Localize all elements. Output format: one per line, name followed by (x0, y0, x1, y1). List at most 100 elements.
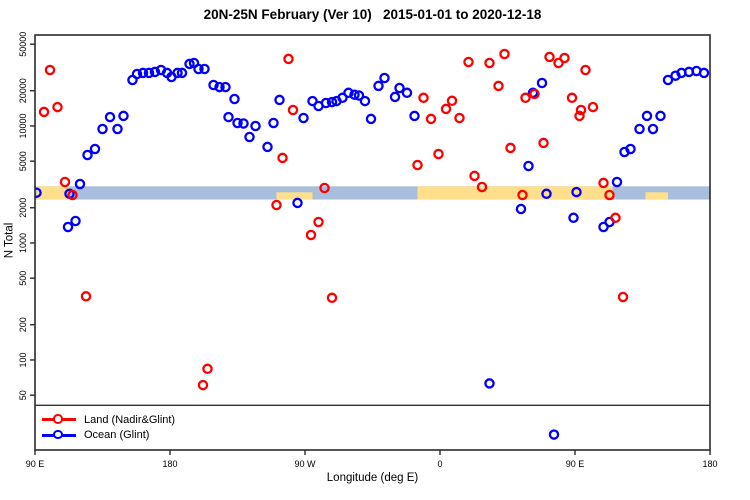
data-point-land (610, 212, 621, 224)
data-point-ocean (112, 123, 123, 135)
data-point-ocean (176, 67, 188, 79)
data-point-land (80, 291, 92, 302)
data-point-land (617, 291, 629, 303)
y-tick-label: 50 (18, 390, 28, 400)
y-tick-label: 100 (18, 352, 28, 367)
y-tick-label: 50000 (18, 32, 28, 57)
data-point-land (418, 92, 429, 104)
data-point-land (425, 113, 437, 125)
data-point-land (319, 182, 330, 194)
x-tick-label: 90 W (294, 459, 316, 469)
data-point-ocean (523, 160, 534, 172)
data-point-ocean (238, 118, 249, 129)
y-tick-label: 10000 (18, 113, 28, 138)
data-point-ocean (379, 72, 390, 84)
data-point-ocean (655, 110, 666, 122)
legend-item-ocean: Ocean (Glint) (42, 428, 175, 444)
data-point-land (559, 52, 570, 64)
data-point-land (277, 152, 288, 164)
data-point-land (433, 148, 444, 160)
data-point-ocean (373, 80, 384, 92)
data-point-ocean (274, 94, 285, 106)
data-point-ocean (326, 96, 338, 108)
data-point-land (529, 88, 540, 100)
data-point-ocean (199, 63, 210, 75)
data-point-ocean (244, 131, 255, 143)
data-point-ocean (662, 74, 674, 86)
data-point-land (538, 137, 549, 149)
band-highlight (276, 192, 313, 200)
series-ocean (34, 57, 710, 440)
data-point-ocean (118, 110, 129, 122)
y-tick-label: 2000 (18, 198, 28, 218)
data-point-land (412, 159, 423, 171)
data-point-land (271, 199, 282, 211)
data-point-ocean (104, 111, 116, 123)
data-point-land (440, 103, 452, 115)
data-point-ocean (268, 117, 279, 129)
x-axis-title: Longitude (deg E) (326, 472, 419, 484)
legend-circle-land (53, 414, 63, 424)
data-point-ocean (541, 188, 552, 200)
data-point-land (499, 48, 510, 60)
chart-title: 20N-25N February (Ver 10) 2015-01-01 to … (203, 7, 542, 22)
data-point-ocean (598, 221, 609, 233)
data-point-ocean (89, 143, 101, 155)
band-highlight (417, 186, 613, 200)
data-point-ocean (625, 143, 636, 155)
data-point-ocean (698, 67, 710, 79)
data-point-ocean (149, 66, 161, 78)
data-point-land (574, 110, 585, 122)
x-tick-label: 180 (702, 459, 717, 469)
ocean-series-symbol (42, 429, 76, 441)
y-tick-label: 500 (18, 271, 28, 286)
data-point-ocean (220, 81, 231, 93)
data-point-ocean (353, 90, 365, 101)
x-tick-label: 90 E (26, 459, 45, 469)
data-point-land (505, 142, 516, 154)
data-point-ocean (172, 67, 183, 79)
data-point-land (587, 101, 599, 113)
data-point-land (283, 53, 294, 65)
y-tick-label: 1000 (18, 233, 28, 253)
data-point-ocean (82, 149, 93, 161)
land-series-symbol (42, 414, 76, 425)
x-tick-label: 90 E (566, 459, 585, 469)
data-point-land (52, 101, 63, 113)
data-point-ocean (647, 123, 659, 135)
data-point-ocean (131, 68, 143, 80)
band-highlight (645, 192, 668, 200)
data-point-land (38, 106, 50, 118)
x-tick-label: 0 (437, 459, 442, 469)
series-land (38, 48, 629, 391)
data-point-ocean (320, 97, 332, 109)
data-point-ocean (184, 58, 195, 70)
data-point-ocean (536, 77, 548, 89)
data-point-ocean (634, 123, 645, 135)
data-point-land (67, 189, 78, 201)
data-point-land (520, 92, 531, 104)
data-point-ocean (359, 95, 371, 107)
data-point-ocean (97, 123, 108, 135)
data-point-land (326, 292, 338, 304)
data-point-ocean (571, 186, 582, 198)
data-point-ocean (223, 111, 234, 123)
legend-item-land: Land (Nadir&Glint) (42, 412, 175, 428)
data-point-ocean (349, 89, 360, 100)
data-point-ocean (193, 63, 204, 75)
plot-frame (34, 34, 711, 451)
data-point-ocean (484, 378, 495, 389)
data-point-ocean (208, 79, 219, 91)
data-point-land (598, 177, 609, 189)
data-point-ocean (74, 178, 86, 190)
data-point-ocean (262, 141, 273, 153)
data-point-land (604, 189, 615, 201)
data-point-ocean (515, 203, 527, 215)
data-point-land (517, 189, 528, 201)
data-point-ocean (389, 91, 401, 103)
data-point-ocean (343, 87, 354, 99)
data-point-land (313, 216, 324, 228)
data-point-ocean (409, 110, 420, 122)
data-point-ocean (143, 67, 155, 79)
